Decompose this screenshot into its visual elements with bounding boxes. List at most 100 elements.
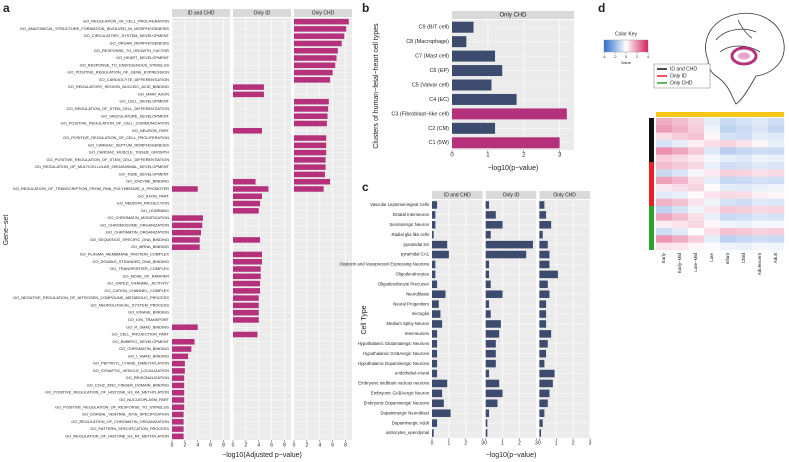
- x-tick-label: 4: [257, 442, 260, 448]
- facet-strip: [539, 191, 590, 199]
- category-label: Hypothalamic GABAergic Neurons: [363, 351, 429, 356]
- heatmap-cell: [768, 242, 785, 251]
- bar: [172, 353, 189, 360]
- heatmap-cell: [768, 191, 785, 199]
- bar: [233, 193, 262, 200]
- panel-letter: b: [362, 1, 369, 15]
- bar: [233, 309, 259, 316]
- key-label: Value: [621, 60, 632, 65]
- bar: [485, 250, 527, 259]
- key-tick-label: -2: [613, 55, 616, 59]
- panel-background: [485, 200, 537, 438]
- bar: [539, 240, 548, 249]
- facet-label: Only CHD: [553, 192, 576, 198]
- heatmap-cell: [704, 176, 721, 185]
- bar: [432, 260, 436, 269]
- facet-strip: [452, 11, 574, 19]
- bar: [539, 399, 548, 408]
- category-label: Embryonic Dopaminergic Neurons: [364, 400, 429, 405]
- category-label: GO_SEQUENCE_SPECIFIC_DNA_BINDING: [90, 237, 169, 242]
- heatmap-cell: [704, 206, 721, 214]
- bar: [485, 369, 490, 378]
- heatmap-cell: [736, 147, 753, 155]
- heatmap-cell: [672, 132, 689, 141]
- x-tick-label: 8: [344, 442, 347, 448]
- heatmap-cell: [736, 140, 753, 148]
- heatmap-cell: [720, 220, 737, 229]
- column-label: Infant: [725, 252, 730, 264]
- bar: [539, 409, 545, 417]
- bar: [452, 36, 467, 48]
- heatmap-cell: [704, 191, 721, 199]
- heatmap-cell: [736, 191, 753, 199]
- bar: [294, 33, 345, 39]
- heatmap-cell: [672, 154, 689, 163]
- category-label: GO_REGIONALIZATION: [126, 375, 170, 380]
- bar: [294, 135, 327, 141]
- heatmap-cell: [672, 242, 689, 251]
- x-tick-label: 6: [331, 442, 334, 448]
- heatmap-cell: [736, 125, 753, 133]
- brain-region: [738, 52, 750, 60]
- bar: [452, 50, 496, 62]
- panel-background: [432, 200, 483, 438]
- heatmap-cell: [736, 176, 753, 185]
- bar: [432, 340, 438, 348]
- bar: [233, 128, 262, 134]
- column-label: Late−Mid: [693, 253, 698, 272]
- bar: [233, 251, 262, 258]
- column-label: Late: [709, 253, 714, 262]
- heatmap-cell: [768, 228, 785, 236]
- column-label: Adolescent: [757, 252, 762, 275]
- bar: [539, 230, 543, 239]
- heatmap-cell: [656, 213, 673, 221]
- bar: [432, 240, 448, 249]
- heatmap-cell: [736, 206, 753, 214]
- heatmap-cell: [720, 147, 737, 155]
- heatmap-cell: [704, 147, 721, 155]
- bar: [539, 280, 548, 289]
- heatmap-cell: [672, 169, 689, 177]
- brain-region: [730, 46, 758, 66]
- x-tick-label: 1: [501, 440, 504, 446]
- x-tick-label: 1: [486, 153, 490, 159]
- bar: [432, 310, 441, 318]
- category-label: GO_VASCULATURE_DEVELOPMENT: [101, 113, 170, 118]
- bar: [294, 55, 337, 61]
- x-tick-label: 1: [447, 440, 450, 446]
- bar: [432, 419, 438, 427]
- heatmap-cell: [656, 147, 673, 155]
- heatmap-cell: [720, 235, 737, 243]
- category-label: Neural Progenitors: [393, 301, 429, 306]
- bar: [539, 310, 547, 318]
- bar: [432, 399, 444, 408]
- heatmap-cell: [688, 176, 705, 185]
- bar: [485, 211, 496, 219]
- heatmap-cell: [704, 198, 721, 207]
- heatmap-cell: [752, 140, 769, 148]
- category-label: GO_R_SMAD_BINDING: [126, 324, 169, 329]
- category-label: C8 (Macrophage): [406, 39, 449, 45]
- category-label: GO_MRNA_BINDING: [131, 244, 169, 249]
- bar: [233, 317, 259, 323]
- bar: [539, 330, 552, 338]
- heatmap-cell: [688, 169, 705, 177]
- bar: [539, 359, 545, 368]
- heatmap-cell: [736, 242, 753, 251]
- x-tick-label: 0: [538, 440, 541, 446]
- bar: [539, 290, 550, 298]
- category-label: C7 (Mast cell): [415, 54, 449, 60]
- heatmap-cell: [688, 125, 705, 133]
- heatmap-cell: [672, 184, 689, 192]
- category-label: GO_SYNAPTIC_VESICLE_LOCALIZATION: [93, 368, 169, 373]
- category-label: Neuroblasts: [406, 291, 429, 296]
- bar: [172, 324, 198, 330]
- y-axis-label: Clusters of human−fetal−heart cell types: [373, 23, 380, 149]
- heatmap-cell: [656, 132, 673, 141]
- category-label: GO_I_SMAD_BINDING: [128, 353, 169, 358]
- category-label: Oligodendrocyte Precursor: [378, 281, 430, 286]
- bar: [294, 26, 347, 32]
- heatmap-cell: [688, 191, 705, 199]
- bar: [294, 62, 336, 69]
